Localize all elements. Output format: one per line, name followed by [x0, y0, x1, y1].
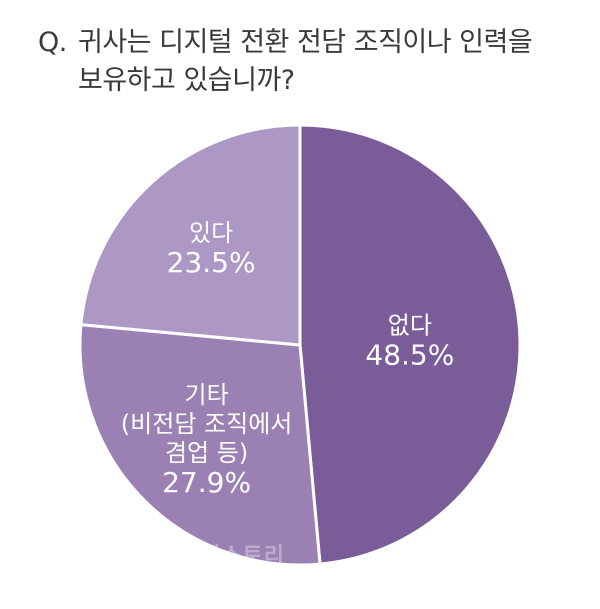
slice-label-1-line-2: 겸업 등) — [165, 439, 248, 467]
slice-value-0: 48.5% — [365, 338, 454, 371]
pie-slice-2 — [79, 123, 302, 347]
slice-label-0-line-0: 없다 — [388, 311, 432, 339]
slice-label-1-line-0: 기타 — [185, 381, 229, 409]
watermark: 더스토리 — [200, 544, 285, 569]
chart-title: Q. 귀사는 디지털 전환 전담 조직이나 인력을 보유하고 있습니까? — [38, 24, 578, 100]
slice-value-1: 27.9% — [162, 466, 251, 499]
slice-label-1-line-1: (비전담 조직에서 — [121, 410, 293, 438]
slice-label-2-line-0: 있다 — [189, 219, 233, 247]
title-line-2: 보유하고 있습니까? — [78, 65, 295, 96]
title-line-1: 귀사는 디지털 전환 전담 조직이나 인력을 — [78, 27, 533, 58]
question-prefix: Q. — [38, 27, 67, 58]
pie-slices — [78, 123, 522, 567]
pie-slice-1 — [78, 322, 322, 567]
pie-slice-0 — [298, 123, 522, 566]
slice-value-2: 23.5% — [167, 246, 256, 279]
